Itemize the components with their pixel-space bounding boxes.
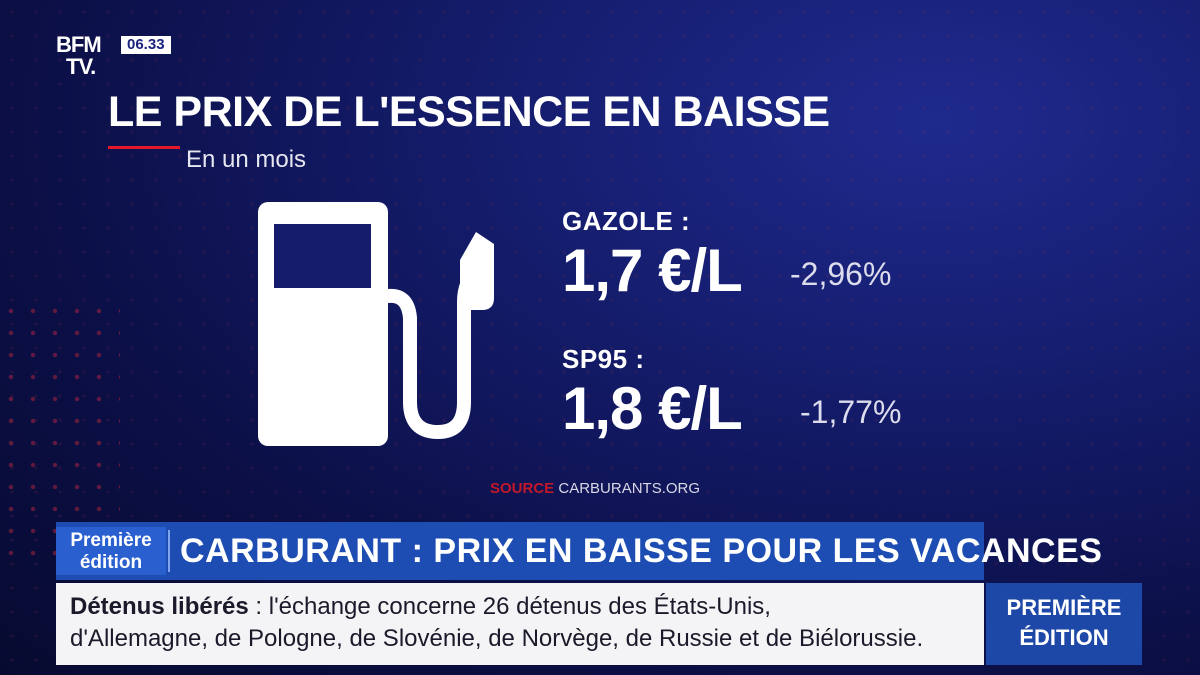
gazole-price: 1,7 €/L [562, 237, 743, 304]
source-name: CARBURANTS.ORG [558, 480, 701, 497]
ticker-line-2: d'Allemagne, de Pologne, de Slovénie, de… [70, 625, 924, 652]
ticker-line-1: Détenus libérés : l'échange concerne 26 … [70, 593, 771, 621]
fuel-pump-icon [258, 202, 494, 446]
subtitle: En un mois [186, 146, 307, 173]
edition-badge: PREMIÈRE ÉDITION [986, 583, 1142, 665]
page-title: LE PRIX DE L'ESSENCE EN BAISSE [108, 88, 830, 136]
news-ticker: Détenus libérés : l'échange concerne 26 … [56, 583, 984, 665]
gazole-change: -2,96% [790, 256, 892, 292]
ticker-line-1-text: : l'échange concerne 26 détenus des État… [248, 593, 771, 620]
banner-divider [168, 530, 170, 572]
sp95-change: -1,77% [800, 394, 902, 430]
logo-line-2: TV. [66, 54, 96, 79]
title-accent-line [108, 146, 180, 149]
ticker-topic: Détenus libérés [70, 593, 249, 620]
headline-banner [56, 522, 984, 580]
sp95-price: 1,8 €/L [562, 375, 743, 442]
clock: 06.33 [121, 36, 171, 54]
badge-line-2: ÉDITION [1019, 625, 1109, 650]
channel-logo: BFM TV. [56, 34, 122, 78]
logo-line-1: BFM [56, 32, 102, 57]
gazole-label: GAZOLE : [562, 206, 691, 236]
edition-line-1: Première [70, 530, 152, 551]
background-red-dots [0, 300, 120, 560]
edition-line-2: édition [79, 552, 143, 573]
edition-box: Première édition [56, 527, 166, 575]
headline-text: CARBURANT : PRIX EN BAISSE POUR LES VACA… [180, 532, 1103, 570]
badge-line-1: PREMIÈRE [1006, 595, 1122, 620]
source-credit: SOURCE CARBURANTS.ORG [490, 480, 700, 497]
sp95-label: SP95 : [562, 344, 645, 374]
source-word: SOURCE [490, 480, 555, 497]
